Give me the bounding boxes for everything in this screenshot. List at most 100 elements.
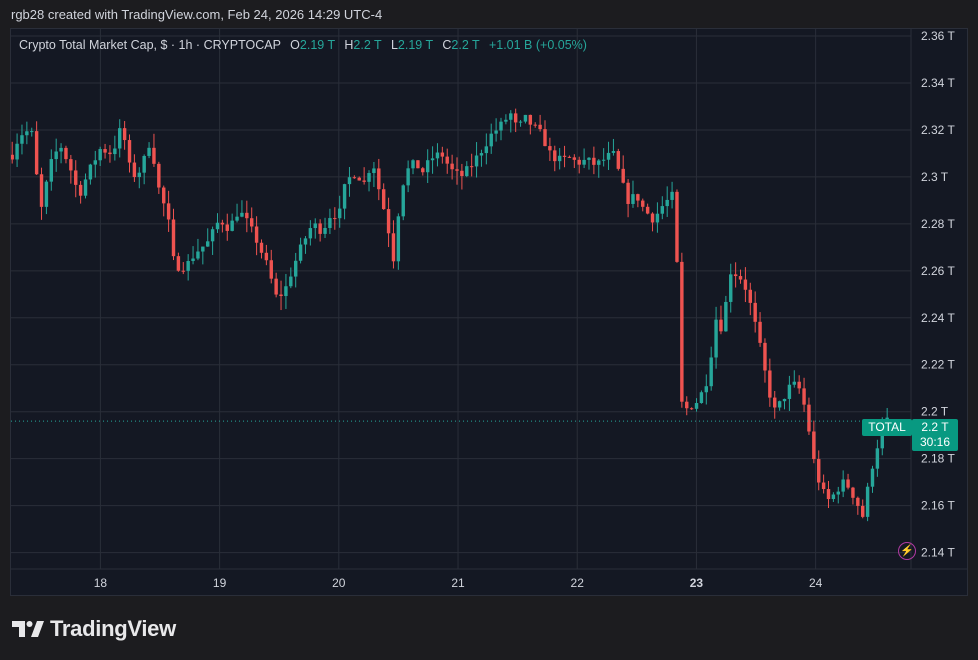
- candle-body: [386, 209, 391, 234]
- candle-body: [235, 216, 239, 221]
- candle-body: [601, 159, 606, 161]
- candle-body: [787, 384, 792, 399]
- candle-body: [870, 468, 875, 487]
- candle-body: [440, 152, 445, 157]
- candle-body: [83, 179, 88, 196]
- symbol-name: Crypto Total Market Cap, $ · 1h · CRYPTO…: [19, 38, 281, 52]
- candle-body: [186, 261, 190, 271]
- candle-body: [807, 404, 811, 432]
- chart-panel[interactable]: 2.14 T 2.16 T 2.18 T 2.2 T 2.22 T 2.24 T 2.26 …: [10, 28, 968, 596]
- candle-body: [411, 160, 415, 169]
- candle-body: [489, 133, 493, 147]
- candle-body: [122, 128, 127, 141]
- candle-body: [191, 258, 195, 262]
- candle-body: [856, 497, 860, 506]
- candle-body: [93, 160, 98, 165]
- candle-body: [157, 163, 161, 188]
- candle-body: [748, 289, 753, 303]
- candle-body: [548, 146, 552, 151]
- candle-body: [729, 274, 733, 302]
- candle-body: [777, 401, 782, 408]
- high-label: H: [344, 38, 354, 52]
- candle-body: [494, 130, 498, 134]
- candle-body: [416, 160, 420, 169]
- candle-body: [694, 403, 699, 409]
- candle-body: [797, 381, 801, 389]
- candle-body: [738, 276, 743, 280]
- candle-body: [704, 386, 709, 393]
- candle-body: [826, 489, 831, 500]
- candle-body: [841, 479, 845, 492]
- candle-body: [230, 220, 234, 231]
- candle-body: [176, 256, 181, 271]
- candle-body: [264, 252, 269, 261]
- candle-body: [220, 222, 225, 225]
- candle-body: [425, 160, 430, 173]
- candle-body: [147, 147, 151, 156]
- chart-credit: rgb28 created with TradingView.com, Feb …: [11, 7, 383, 22]
- candle-body: [240, 212, 244, 217]
- candle-body: [113, 148, 117, 155]
- candle-body: [582, 159, 586, 165]
- candle-body: [78, 184, 83, 196]
- y-tick-label: 2.36 T: [921, 29, 955, 43]
- candle-body: [381, 189, 386, 210]
- candle-body: [714, 319, 718, 358]
- candle-body: [406, 168, 410, 186]
- candle-body: [670, 191, 674, 200]
- candle-body: [504, 119, 508, 122]
- candle-body: [861, 505, 865, 517]
- candle-body: [836, 491, 840, 495]
- candle-body: [719, 319, 723, 332]
- symbol-legend: Crypto Total Market Cap, $ · 1h · CRYPTO…: [19, 38, 587, 52]
- open-label: O: [290, 38, 300, 52]
- candle-body: [215, 222, 220, 230]
- candle-body: [846, 479, 850, 488]
- candle-body: [709, 357, 713, 387]
- y-tick-label: 2.32 T: [921, 123, 955, 137]
- candle-body: [54, 151, 58, 160]
- candle-body: [631, 194, 635, 204]
- candle-body: [626, 182, 630, 204]
- candle-body: [313, 223, 317, 229]
- candle-body: [308, 228, 313, 239]
- y-tick-label: 2.26 T: [921, 264, 955, 278]
- candle-body: [699, 392, 704, 404]
- candle-body: [675, 191, 679, 262]
- candle-body: [64, 147, 68, 160]
- candle-body: [865, 486, 870, 517]
- candle-body: [875, 448, 880, 469]
- candle-body: [655, 213, 660, 223]
- x-tick-label: 18: [94, 576, 108, 590]
- candle-body: [352, 177, 357, 179]
- candle-body: [880, 428, 884, 449]
- symbol-price-tag: TOTAL: [862, 419, 912, 436]
- candle-body: [743, 279, 748, 290]
- candle-body: [763, 342, 767, 371]
- candle-body: [318, 223, 322, 234]
- candle-body: [645, 206, 650, 214]
- close-value: 2.2 T: [451, 38, 480, 52]
- candle-body: [293, 260, 298, 277]
- y-tick-label: 2.3 T: [921, 170, 949, 184]
- candle-body: [851, 487, 855, 498]
- candle-body: [298, 244, 303, 261]
- candle-body: [641, 200, 645, 207]
- candle-body: [69, 159, 73, 171]
- candle-body: [328, 218, 332, 228]
- candle-body: [660, 206, 665, 214]
- candle-body: [259, 242, 264, 253]
- candle-body: [362, 180, 366, 182]
- lightning-icon[interactable]: ⚡: [898, 542, 916, 560]
- y-tick-label: 2.34 T: [921, 76, 955, 90]
- candle-body: [597, 160, 601, 165]
- candle-body: [450, 163, 454, 170]
- candlestick-chart[interactable]: 2.14 T 2.16 T 2.18 T 2.2 T 2.22 T 2.24 T 2.26 …: [11, 29, 967, 595]
- x-tick-label: 22: [571, 576, 585, 590]
- candle-body: [171, 219, 176, 257]
- candle-body: [357, 177, 361, 181]
- candle-body: [49, 159, 54, 182]
- candle-body: [528, 114, 533, 125]
- candle-body: [469, 166, 474, 168]
- candle-body: [474, 155, 479, 167]
